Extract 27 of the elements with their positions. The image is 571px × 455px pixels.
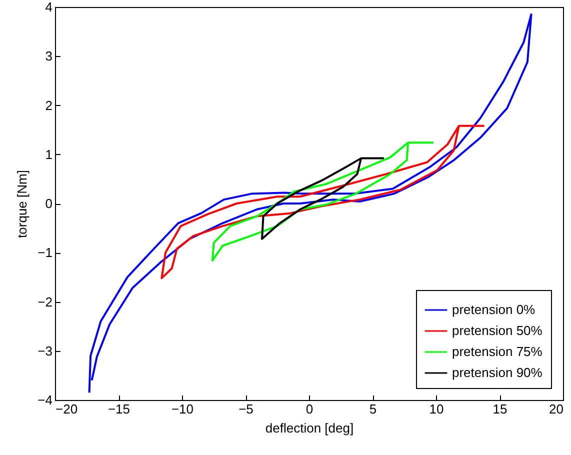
legend-label: pretension 0% bbox=[452, 302, 536, 317]
y-tick-label: 0 bbox=[45, 196, 52, 211]
x-tick-label: −5 bbox=[238, 402, 254, 416]
y-tick-label: −2 bbox=[38, 294, 52, 310]
legend-label: pretension 50% bbox=[452, 323, 543, 338]
x-axis-title: deflection [deg] bbox=[265, 420, 354, 436]
y-tick-label: 3 bbox=[45, 48, 52, 64]
x-tick-label: 20 bbox=[549, 402, 564, 416]
y-tick-label: 4 bbox=[45, 0, 52, 14]
y-tick-label: −3 bbox=[38, 343, 52, 358]
legend-label: pretension 90% bbox=[452, 365, 543, 380]
x-tick-label: 10 bbox=[429, 402, 444, 416]
y-tick-label: 2 bbox=[45, 98, 52, 113]
y-tick-label: −1 bbox=[38, 245, 52, 260]
y-axis-title: torque [Nm] bbox=[14, 170, 30, 238]
x-tick-label: −20 bbox=[56, 402, 78, 416]
x-tick-label: −10 bbox=[171, 402, 194, 416]
line-series bbox=[160, 124, 486, 280]
y-tick-label: 1 bbox=[45, 146, 52, 162]
line-series bbox=[211, 142, 434, 262]
x-tick-label: 5 bbox=[369, 402, 377, 416]
x-tick-label: 0 bbox=[306, 402, 314, 416]
x-tick-label: −15 bbox=[108, 402, 130, 416]
legend-label: pretension 75% bbox=[452, 344, 543, 359]
x-tick-label: 15 bbox=[492, 402, 508, 416]
y-tick-label: −4 bbox=[38, 392, 52, 408]
line-series bbox=[261, 157, 385, 240]
